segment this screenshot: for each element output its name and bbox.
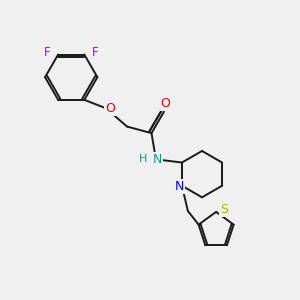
Text: N: N [175, 180, 184, 193]
Text: N: N [153, 153, 162, 166]
Text: S: S [220, 203, 228, 216]
Text: H: H [139, 154, 148, 164]
Text: O: O [160, 98, 170, 110]
Text: O: O [105, 102, 115, 115]
Text: F: F [92, 46, 99, 59]
Text: F: F [44, 46, 50, 59]
